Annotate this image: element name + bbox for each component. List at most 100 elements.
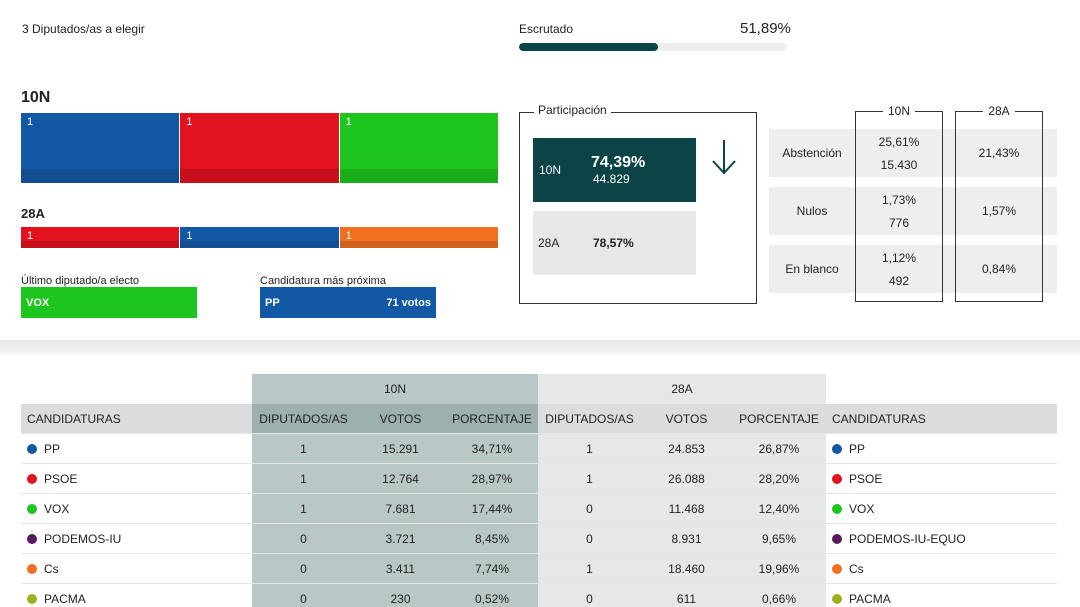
party-color-dot: [832, 443, 842, 454]
participation-10n-pct: 74,39%: [591, 154, 646, 171]
col-porcentaje-10n: PORCENTAJE: [446, 404, 538, 434]
porcentaje-28a: 9,65%: [732, 524, 826, 554]
party-name: VOX: [44, 501, 70, 516]
nearest-label: Candidatura más próxima: [260, 275, 386, 287]
col-porcentaje-28a: PORCENTAJE: [732, 404, 826, 434]
seats-10n-seat: 1: [339, 113, 498, 183]
stat-name: En blanco: [785, 262, 839, 276]
col-votos-28a: VOTOS: [641, 404, 732, 434]
participation-10n-label: 10N: [539, 163, 562, 177]
porcentaje-28a: 0,66%: [732, 584, 826, 607]
group-28a-header: 28A: [538, 374, 826, 404]
votos-10n: 7.681: [355, 494, 446, 524]
candidate-name: PACMA: [21, 584, 252, 607]
votos-10n: 3.411: [355, 554, 446, 584]
votos-28a: 26.088: [641, 464, 732, 494]
stat-10n-count: 492: [888, 274, 910, 288]
party-color-dot: [27, 533, 37, 544]
party-name: PP: [849, 441, 866, 456]
party-name: PODEMOS-IU-EQUO: [849, 531, 966, 546]
table-row: PODEMOS-IU 0 3.721 8,45% 0 8.931 9,65% PODEMOS-…: [21, 524, 1057, 554]
party-name: PODEMOS-IU: [44, 531, 122, 546]
party-color-dot: [832, 533, 842, 544]
col-diputados-10n: DIPUTADOS/AS: [252, 404, 355, 434]
last-elected-label: Último diputado/a electo: [21, 275, 140, 287]
seats-total: 3 Diputados/as a elegir: [22, 22, 145, 36]
escrutado-progress-fill: [519, 43, 659, 51]
diputados-10n: 1: [252, 434, 355, 464]
participation-box: [519, 112, 757, 304]
porcentaje-10n: 7,74%: [446, 554, 538, 584]
escrutado-progress: [519, 43, 787, 51]
stat-10n-count: 15.430: [880, 158, 918, 172]
candidate-name: PSOE: [21, 464, 252, 494]
party-color-dot: [832, 503, 842, 514]
party-name: PP: [44, 441, 61, 456]
porcentaje-10n: 0,52%: [446, 584, 538, 607]
porcentaje-28a: 28,20%: [732, 464, 826, 494]
table-row: PP 1 15.291 34,71% 1 24.853 26,87% PP: [21, 434, 1057, 464]
col-candidaturas: CANDIDATURAS: [21, 404, 252, 434]
stats-col-28a-label: 28A: [988, 104, 1010, 118]
arrow-down-icon: [712, 140, 736, 175]
porcentaje-10n: 34,71%: [446, 434, 538, 464]
votos-10n: 3.721: [355, 524, 446, 554]
votos-28a: 18.460: [641, 554, 732, 584]
participation-10n-count: 44.829: [593, 172, 630, 186]
seats-10n-seat: 1: [21, 113, 181, 183]
stat-10n-pct: 1,73%: [881, 193, 917, 207]
party-color-dot: [27, 593, 37, 604]
candidate-name-28a: Cs: [826, 554, 1057, 584]
stat-28a-pct: 0,84%: [981, 262, 1017, 276]
porcentaje-28a: 12,40%: [732, 494, 826, 524]
table-row: VOX 1 7.681 17,44% 0 11.468 12,40% VOX: [21, 494, 1057, 524]
stat-10n-pct: 25,61%: [878, 135, 920, 149]
seats-28a-seat: 1: [339, 227, 498, 248]
col-votos-10n: VOTOS: [355, 404, 446, 434]
escrutado-value: 51,89%: [740, 20, 791, 37]
participation-28a-label: 28A: [538, 236, 560, 250]
votos-28a: 611: [641, 584, 732, 607]
stat-28a-pct: 1,57%: [981, 204, 1017, 218]
porcentaje-28a: 19,96%: [732, 554, 826, 584]
seats-10n-label: 10N: [21, 89, 51, 106]
party-name: PSOE: [849, 471, 883, 486]
escrutado-label: Escrutado: [519, 22, 574, 36]
candidate-name-28a: PODEMOS-IU-EQUO: [826, 524, 1057, 554]
table-row: PACMA 0 230 0,52% 0 611 0,66% PACMA: [21, 584, 1057, 607]
candidate-name-28a: PP: [826, 434, 1057, 464]
nearest-party: PP 71 votos: [260, 287, 436, 318]
stat-10n-pct: 1,12%: [881, 251, 917, 265]
party-name: Cs: [44, 561, 59, 576]
party-name: PACMA: [44, 591, 86, 606]
diputados-10n: 1: [252, 464, 355, 494]
party-color-dot: [27, 503, 37, 514]
stats-col-10n-frame: [855, 112, 943, 302]
seats-10n-seat: 1: [180, 113, 340, 183]
votos-28a: 24.853: [641, 434, 732, 464]
votos-10n: 12.764: [355, 464, 446, 494]
votos-10n: 230: [355, 584, 446, 607]
party-color-dot: [27, 443, 37, 454]
candidate-name: PODEMOS-IU: [21, 524, 252, 554]
party-color-dot: [27, 563, 37, 574]
diputados-28a: 0: [538, 494, 641, 524]
stat-row-blanco: [769, 245, 1057, 293]
votos-10n: 15.291: [355, 434, 446, 464]
stat-name: Nulos: [796, 204, 828, 218]
last-elected-party: VOX: [21, 287, 197, 318]
porcentaje-28a: 26,87%: [732, 434, 826, 464]
stats-col-10n-label: 10N: [888, 104, 911, 118]
stat-10n-count: 776: [888, 216, 910, 230]
party-color-dot: [27, 473, 37, 484]
seats-28a-seat: 1: [180, 227, 340, 248]
table-row: Cs 0 3.411 7,74% 1 18.460 19,96% Cs: [21, 554, 1057, 584]
last-elected-party-name: VOX: [26, 296, 50, 309]
seats-28a-seat: 1: [21, 227, 181, 248]
party-color-dot: [832, 593, 842, 604]
participation-28a-pct: 78,57%: [593, 236, 634, 250]
stat-28a-pct: 21,43%: [978, 146, 1020, 160]
diputados-10n: 0: [252, 554, 355, 584]
diputados-28a: 0: [538, 524, 641, 554]
